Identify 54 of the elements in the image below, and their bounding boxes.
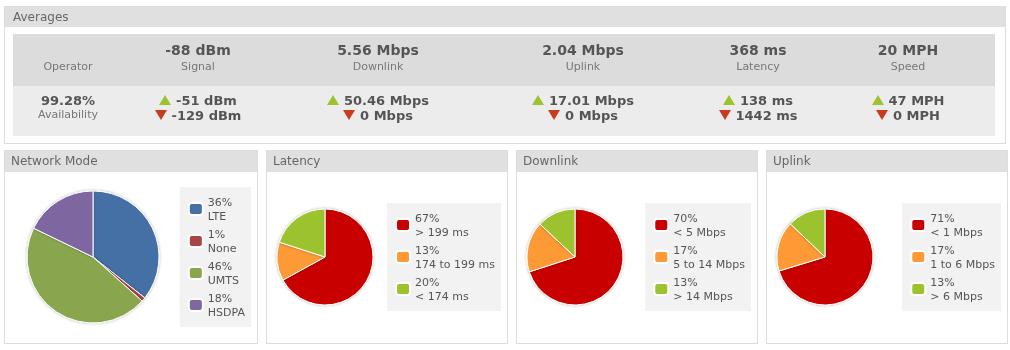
text: 2.04 Mbps <box>541 42 625 60</box>
data-label: 17% <box>930 243 955 257</box>
legend-label: > 14 Mbps <box>673 289 733 303</box>
data-label: 70% <box>673 211 698 225</box>
text: 138 ms <box>739 93 794 108</box>
text: 1442 ms <box>734 108 799 123</box>
chart-title: Uplink <box>767 151 1007 172</box>
text: Operator <box>42 60 94 73</box>
data-label: 1% <box>207 227 226 241</box>
text: Speed <box>889 60 927 73</box>
legend-label: > 6 Mbps <box>930 289 983 303</box>
text: 20 MPH <box>876 42 940 60</box>
data-label: 13% <box>673 275 698 289</box>
text: 17.01 Mbps <box>548 93 635 108</box>
chart-title: Latency <box>267 151 507 172</box>
text: 50.46 Mbps <box>343 93 430 108</box>
text: 0 Mbps <box>359 108 414 123</box>
chart-title: Downlink <box>517 151 757 172</box>
text: 0 Mbps <box>564 108 619 123</box>
legend-label: None <box>207 241 237 255</box>
text: 47 MPH <box>887 93 946 108</box>
data-label: 18% <box>207 291 233 305</box>
text: Averages <box>5 7 1005 27</box>
text: Downlink <box>351 60 405 73</box>
legend-label: 174 to 199 ms <box>415 257 496 271</box>
legend-label: 1 to 6 Mbps <box>930 257 996 271</box>
text: 5.56 Mbps <box>336 42 420 60</box>
data-label: 13% <box>415 243 440 257</box>
text: -88 dBm <box>164 42 232 60</box>
data-label: 13% <box>930 275 955 289</box>
data-label: 20% <box>415 275 440 289</box>
legend-label: > 199 ms <box>415 225 469 239</box>
text: Latency <box>735 60 781 73</box>
text: Signal <box>180 60 216 73</box>
legend-label: LTE <box>207 209 227 223</box>
text: Availability <box>37 108 99 121</box>
legend-label: < 5 Mbps <box>673 225 726 239</box>
text: 368 ms <box>728 42 788 60</box>
text: 0 MPH <box>892 108 941 123</box>
data-label: 17% <box>673 243 698 257</box>
text: 99.28% <box>39 93 97 108</box>
legend-label: 5 to 14 Mbps <box>673 257 746 271</box>
data-label: 67% <box>415 211 440 225</box>
data-label: 71% <box>930 211 955 225</box>
legend-label: < 1 Mbps <box>930 225 983 239</box>
legend-label: UMTS <box>207 273 240 287</box>
text: -51 dBm <box>175 93 238 108</box>
text: -129 dBm <box>170 108 243 123</box>
chart-title: Network Mode <box>5 151 257 172</box>
legend-label: HSDPA <box>207 305 246 319</box>
data-label: 46% <box>207 259 233 273</box>
legend-label: < 174 ms <box>415 289 469 303</box>
data-label: 36% <box>207 195 233 209</box>
text: Uplink <box>564 60 602 73</box>
